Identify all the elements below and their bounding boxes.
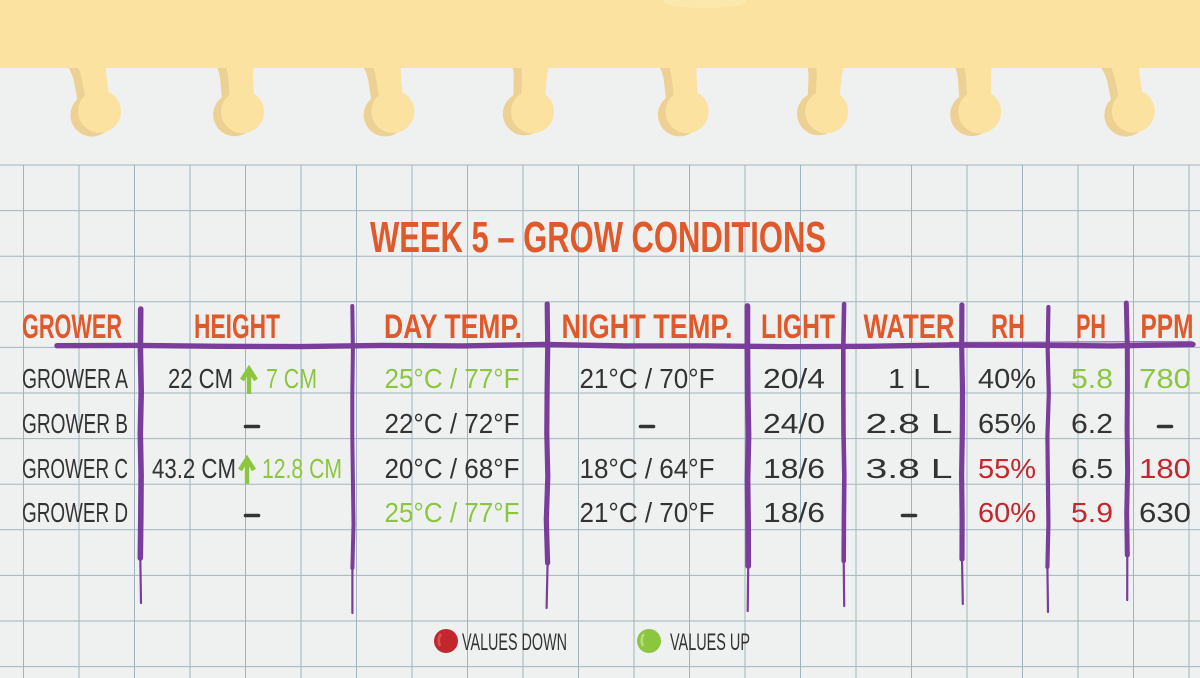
svg-text:20°C / 68°F: 20°C / 68°F	[385, 453, 520, 484]
svg-text:43.2 CM: 43.2 CM	[152, 453, 236, 484]
svg-text:25°C / 77°F: 25°C / 77°F	[385, 497, 520, 528]
svg-text:780: 780	[1139, 363, 1191, 394]
svg-text:40%: 40%	[978, 363, 1036, 394]
svg-text:6.5: 6.5	[1071, 453, 1113, 484]
svg-text:5.8: 5.8	[1071, 363, 1113, 394]
svg-text:18/6: 18/6	[763, 497, 825, 528]
svg-text:2.8 L: 2.8 L	[866, 408, 953, 439]
svg-text:HEIGHT: HEIGHT	[194, 308, 280, 346]
svg-text:12.8 CM: 12.8 CM	[262, 453, 342, 484]
svg-text:21°C / 70°F: 21°C / 70°F	[580, 497, 715, 528]
svg-text:VALUES UP: VALUES UP	[670, 629, 750, 656]
svg-text:DAY TEMP.: DAY TEMP.	[384, 308, 522, 346]
svg-text:GROWER A: GROWER A	[22, 363, 128, 394]
svg-text:1 L: 1 L	[888, 363, 930, 394]
svg-text:GROWER: GROWER	[22, 308, 122, 346]
svg-text:LIGHT: LIGHT	[761, 308, 835, 346]
svg-text:VALUES DOWN: VALUES DOWN	[462, 629, 567, 656]
svg-text:180: 180	[1139, 453, 1191, 484]
svg-text:24/0: 24/0	[763, 408, 825, 439]
svg-text:PH: PH	[1076, 308, 1106, 346]
svg-text:3.8 L: 3.8 L	[866, 453, 953, 484]
svg-text:GROWER C: GROWER C	[22, 453, 128, 484]
svg-text:20/4: 20/4	[763, 363, 825, 394]
svg-text:5.9: 5.9	[1071, 497, 1113, 528]
svg-text:7 CM: 7 CM	[266, 363, 317, 394]
svg-text:65%: 65%	[978, 408, 1036, 439]
svg-text:GROWER D: GROWER D	[22, 497, 128, 528]
svg-text:22 CM: 22 CM	[168, 363, 233, 394]
svg-text:RH: RH	[991, 308, 1025, 346]
svg-text:22°C / 72°F: 22°C / 72°F	[385, 408, 520, 439]
svg-text:55%: 55%	[978, 453, 1036, 484]
svg-text:WEEK 5 – GROW CONDITIONS: WEEK 5 – GROW CONDITIONS	[370, 213, 826, 262]
svg-text:PPM: PPM	[1141, 308, 1194, 346]
svg-text:GROWER B: GROWER B	[22, 408, 128, 439]
svg-text:WATER: WATER	[864, 308, 955, 346]
svg-text:NIGHT TEMP.: NIGHT TEMP.	[562, 308, 733, 346]
svg-text:630: 630	[1139, 497, 1191, 528]
svg-text:21°C / 70°F: 21°C / 70°F	[580, 363, 715, 394]
svg-text:18/6: 18/6	[763, 453, 825, 484]
svg-text:60%: 60%	[978, 497, 1036, 528]
svg-text:6.2: 6.2	[1071, 408, 1113, 439]
svg-text:25°C / 77°F: 25°C / 77°F	[385, 363, 520, 394]
svg-text:18°C / 64°F: 18°C / 64°F	[580, 453, 715, 484]
